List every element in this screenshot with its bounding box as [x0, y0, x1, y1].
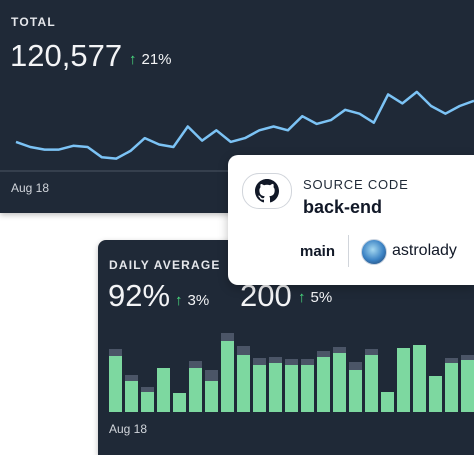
arrow-up-icon: ↑ [298, 289, 306, 306]
github-icon [242, 173, 292, 209]
bar-top [301, 359, 314, 365]
daily-bar-chart [109, 333, 474, 412]
bar-top [205, 370, 218, 381]
bar-top [141, 387, 154, 392]
bar-base [125, 381, 138, 412]
daily-metric-1-change-value: 3% [187, 292, 210, 309]
daily-x-label: Aug 18 [109, 422, 148, 436]
bar-top [269, 357, 282, 363]
bar-base [189, 368, 202, 412]
bar-top [109, 349, 122, 356]
bar-base [413, 345, 426, 412]
bar-top [253, 358, 266, 365]
arrow-up-icon: ↑ [175, 292, 183, 309]
bar-base [445, 363, 458, 412]
bar-base [173, 393, 186, 412]
bar-top [445, 358, 458, 363]
bar-base [381, 392, 394, 412]
bar-base [157, 368, 170, 412]
daily-metric-1-value: 92% [108, 278, 171, 313]
arrow-up-icon: ↑ [129, 51, 137, 68]
avatar [361, 239, 387, 265]
bar-base [397, 348, 410, 412]
bar-top [221, 333, 234, 341]
total-change-value: 21% [141, 51, 172, 68]
bar-base [317, 357, 330, 412]
bar-base [301, 365, 314, 412]
bar-base [253, 365, 266, 412]
daily-metric-2-change-value: 5% [310, 289, 333, 306]
bar-top [189, 361, 202, 368]
bar-top [125, 375, 138, 381]
bar-base [237, 355, 250, 412]
bar-base [269, 363, 282, 412]
daily-label: DAILY AVERAGE [109, 258, 221, 272]
bar-top [317, 351, 330, 357]
total-change: ↑ 21% [129, 51, 172, 68]
bar-base [221, 341, 234, 412]
bar-top [349, 362, 362, 370]
branch-name[interactable]: main [300, 243, 336, 260]
daily-metric-2-change: ↑ 5% [298, 289, 332, 306]
bar-base [333, 353, 346, 412]
repo-name[interactable]: back-end [303, 197, 383, 217]
source-code-label: SOURCE CODE [303, 177, 409, 192]
bar-top [237, 346, 250, 355]
bar-base [461, 360, 474, 412]
bar-base [349, 370, 362, 412]
bar-top [285, 359, 298, 365]
bar-base [365, 355, 378, 412]
source-code-card[interactable]: SOURCE CODE back-end main astrolady [228, 155, 474, 285]
total-x-label: Aug 18 [11, 181, 50, 195]
total-series-line [15, 90, 474, 160]
bar-top [365, 349, 378, 355]
bar-base [109, 356, 122, 412]
divider [348, 235, 349, 267]
total-value: 120,577 [10, 38, 123, 73]
bar-base [141, 392, 154, 412]
bar-base [205, 381, 218, 412]
bar-base [285, 365, 298, 412]
bar-base [429, 376, 442, 412]
daily-metric-1-change: ↑ 3% [175, 292, 209, 309]
user-name[interactable]: astrolady [392, 242, 457, 259]
bar-top [461, 355, 474, 360]
total-label: TOTAL [11, 15, 56, 29]
bar-top [333, 347, 346, 353]
